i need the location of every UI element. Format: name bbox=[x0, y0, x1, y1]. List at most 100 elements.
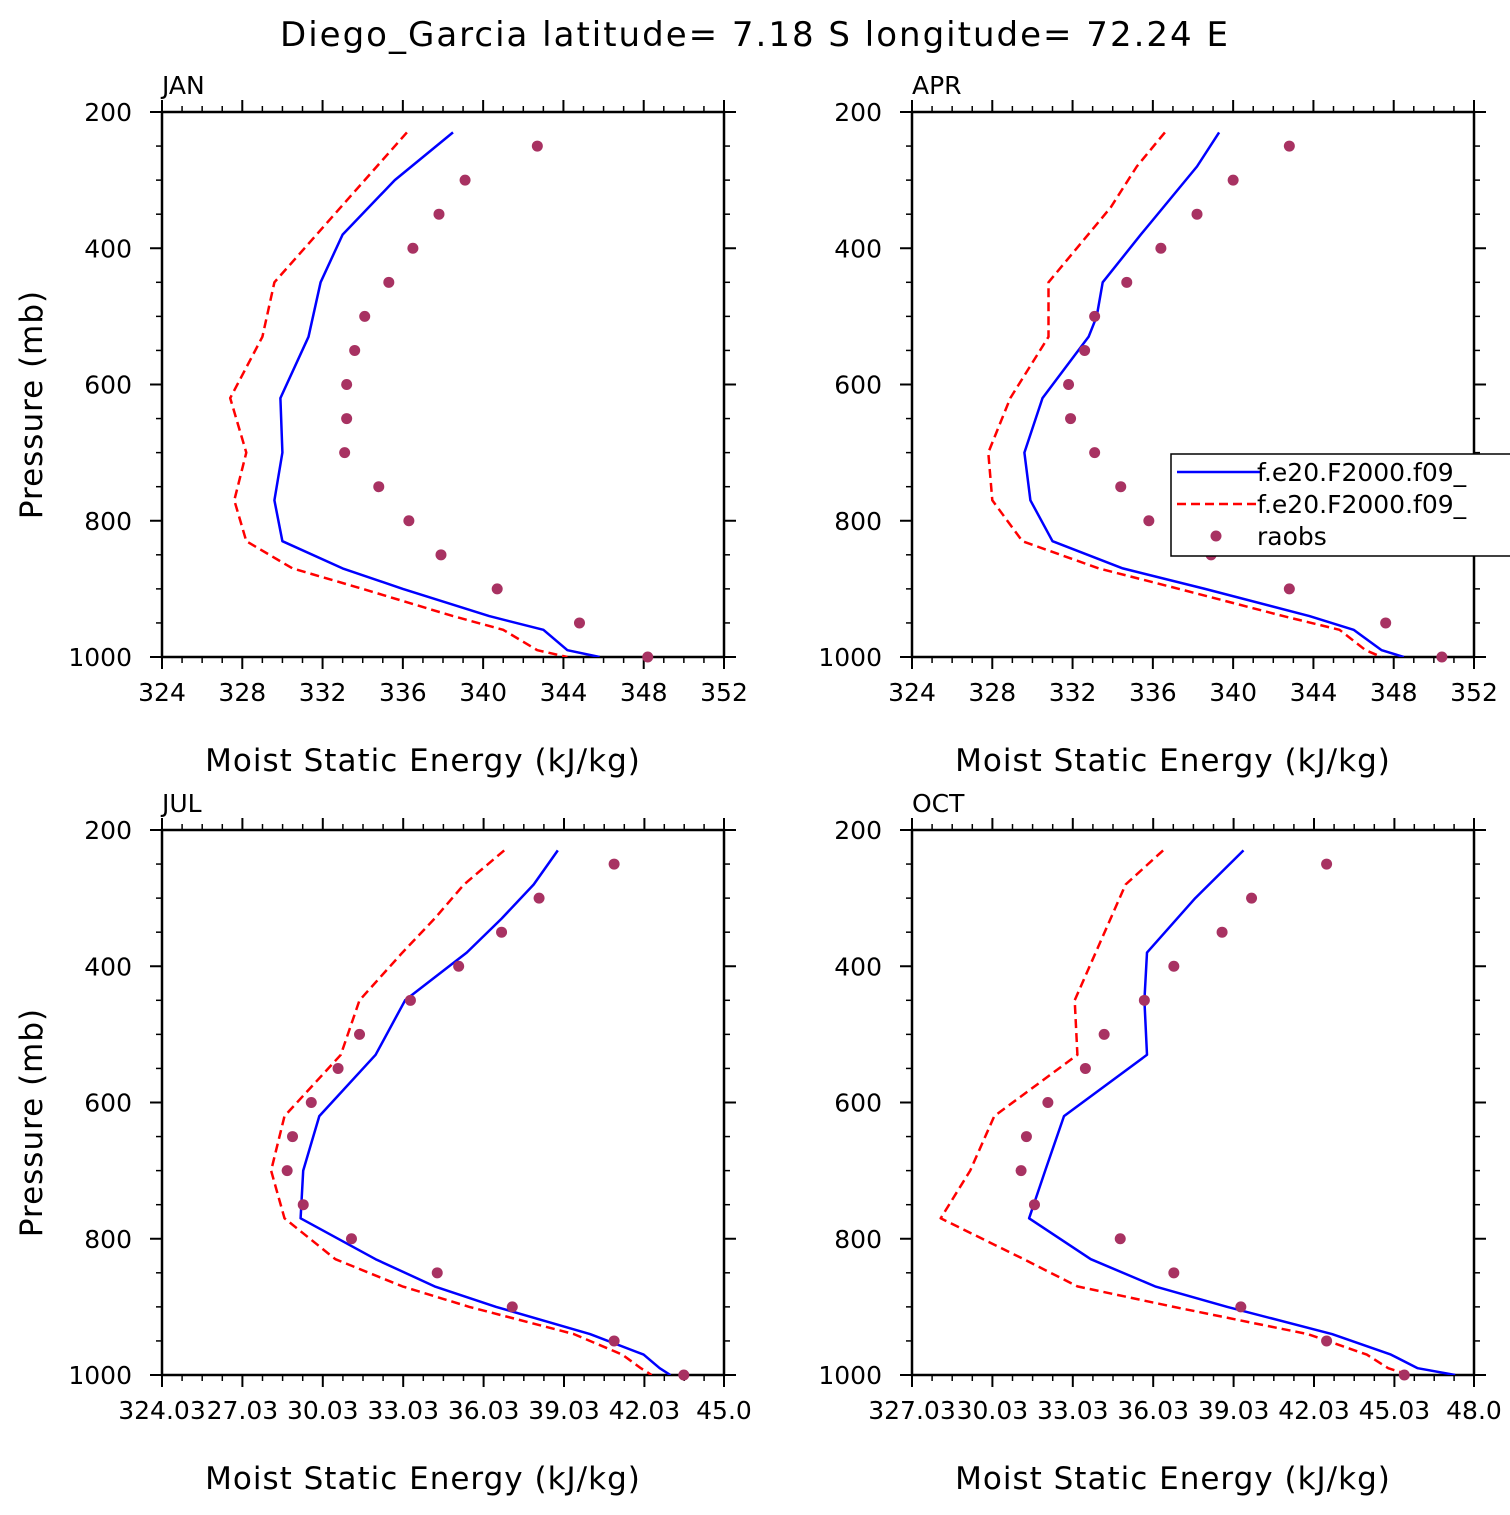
plot-frame bbox=[160, 110, 726, 659]
x-tick-label: 39.03 bbox=[528, 1396, 600, 1425]
y-tick-label: 1000 bbox=[818, 643, 882, 672]
raobs-point bbox=[1015, 1165, 1027, 1177]
y-tick-label: 800 bbox=[84, 1225, 132, 1254]
model-line-dashed bbox=[228, 131, 568, 657]
x-tick-label: 27.03 bbox=[207, 1396, 279, 1425]
raobs-point bbox=[491, 583, 503, 595]
raobs-point bbox=[1168, 1267, 1180, 1279]
model-line-solid bbox=[299, 849, 672, 1375]
x-tick-label: 352 bbox=[700, 678, 748, 707]
panel-oct: 327.03 30.03 33.03 36.03 39.03 42.03 45.03 48.0… bbox=[818, 789, 1501, 1497]
raobs-point bbox=[332, 1062, 344, 1074]
x-tick-label: 33.03 bbox=[1037, 1396, 1109, 1425]
legend-label: f.e20.F2000.f09_ bbox=[1257, 490, 1467, 519]
x-tick-label: 45.03 bbox=[1359, 1396, 1431, 1425]
raobs-point bbox=[608, 1335, 620, 1347]
x-tick-label: 324 bbox=[138, 678, 186, 707]
raobs-point bbox=[383, 276, 395, 288]
x-tick-label: 45.0 bbox=[696, 1396, 752, 1425]
raobs-point bbox=[453, 960, 465, 972]
raobs-point bbox=[1079, 1062, 1091, 1074]
raobs-point bbox=[281, 1165, 293, 1177]
raobs-point bbox=[354, 1028, 366, 1040]
x-axis-title: Moist Static Energy (kJ/kg) bbox=[955, 1461, 1391, 1497]
raobs-point bbox=[339, 447, 351, 459]
x-tick-label: 336 bbox=[1129, 678, 1177, 707]
x-tick-label: 324.03 bbox=[118, 1396, 205, 1425]
x-tick-label: 327.03 bbox=[868, 1396, 955, 1425]
raobs-point bbox=[496, 926, 508, 938]
raobs-point bbox=[1098, 1028, 1110, 1040]
x-tick-label: 332 bbox=[1049, 678, 1097, 707]
plot-frame bbox=[910, 828, 1476, 1377]
raobs-point bbox=[506, 1301, 518, 1313]
raobs-point bbox=[608, 858, 620, 870]
y-tick-label: 400 bbox=[84, 952, 132, 981]
raobs-point bbox=[433, 208, 445, 220]
x-tick-label: 30.03 bbox=[287, 1396, 359, 1425]
raobs-point bbox=[341, 379, 353, 390]
x-tick-label: 324 bbox=[888, 678, 936, 707]
series-group bbox=[228, 131, 600, 657]
raobs-point bbox=[373, 481, 385, 493]
model-line-dashed bbox=[987, 131, 1383, 657]
raobs-point bbox=[1227, 174, 1239, 186]
raobs-point bbox=[435, 549, 447, 561]
x-tick-label: 340 bbox=[459, 678, 507, 707]
raobs-point bbox=[341, 413, 353, 425]
model-line-dashed bbox=[939, 849, 1411, 1375]
plot-frame bbox=[910, 110, 1476, 659]
raobs-point bbox=[1235, 1301, 1247, 1313]
raobs-point bbox=[359, 310, 371, 322]
raobs-point bbox=[1283, 583, 1295, 595]
series-group bbox=[269, 849, 672, 1375]
raobs-point bbox=[297, 1199, 309, 1211]
raobs-point bbox=[1380, 617, 1392, 629]
raobs-point bbox=[1168, 960, 1180, 972]
y-tick-label: 400 bbox=[834, 952, 882, 981]
panel-label: OCT bbox=[912, 789, 965, 818]
raobs-point bbox=[1398, 1369, 1410, 1381]
legend-marker bbox=[1210, 530, 1222, 542]
legend-label: raobs bbox=[1257, 522, 1327, 551]
raobs-point bbox=[404, 994, 416, 1006]
y-tick-label: 200 bbox=[834, 816, 882, 845]
x-tick-label: 336 bbox=[379, 678, 427, 707]
raobs-point bbox=[287, 1131, 299, 1143]
y-axis-title: Pressure (mb) bbox=[14, 290, 50, 519]
y-axis-title: Pressure (mb) bbox=[14, 1008, 50, 1237]
legend: f.e20.F2000.f09_ f.e20.F2000.f09_raobs bbox=[1170, 453, 1510, 557]
y-tick-label: 400 bbox=[84, 234, 132, 263]
raobs-point bbox=[642, 651, 654, 663]
panel-apr: 324 328 332 336 340 344 348 352 200 400 600 800 1000… bbox=[818, 71, 1510, 779]
x-tick-label: 340 bbox=[1209, 678, 1257, 707]
x-axis-title: Moist Static Energy (kJ/kg) bbox=[205, 743, 641, 779]
panel-label: JUL bbox=[160, 789, 202, 818]
raobs-point bbox=[1191, 208, 1203, 220]
x-tick-label: 30.03 bbox=[957, 1396, 1029, 1425]
x-axis-title: Moist Static Energy (kJ/kg) bbox=[955, 743, 1391, 779]
y-tick-label: 600 bbox=[84, 371, 132, 400]
raobs-point bbox=[1065, 413, 1077, 425]
x-tick-label: 42.03 bbox=[1278, 1396, 1350, 1425]
raobs-point bbox=[1283, 140, 1295, 152]
raobs-point bbox=[1138, 994, 1150, 1006]
series-group bbox=[939, 849, 1456, 1375]
y-tick-label: 800 bbox=[834, 507, 882, 536]
raobs-point bbox=[1246, 892, 1258, 904]
figure-title: Diego_Garcia latitude= 7.18 S longitude=… bbox=[280, 15, 1230, 55]
x-tick-label: 42.03 bbox=[609, 1396, 681, 1425]
x-axis-title: Moist Static Energy (kJ/kg) bbox=[205, 1461, 641, 1497]
y-tick-label: 800 bbox=[84, 507, 132, 536]
x-tick-label: 48.0 bbox=[1446, 1396, 1502, 1425]
raobs-point bbox=[533, 892, 545, 904]
x-tick-label: 344 bbox=[540, 678, 588, 707]
raobs-point bbox=[407, 242, 419, 254]
raobs-point bbox=[531, 140, 543, 152]
raobs-point bbox=[305, 1097, 317, 1108]
model-line-solid bbox=[273, 131, 600, 657]
raobs-point bbox=[1115, 481, 1127, 493]
raobs-point bbox=[1028, 1199, 1040, 1211]
panels-group: 324 328 332 336 340 344 348 352 200 400 600 800 1000… bbox=[14, 71, 1510, 1497]
raobs-point bbox=[678, 1369, 690, 1381]
